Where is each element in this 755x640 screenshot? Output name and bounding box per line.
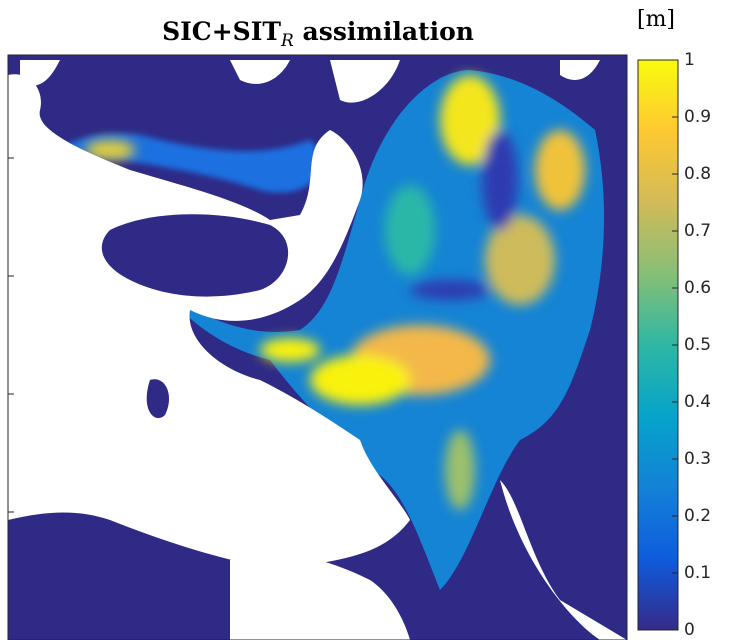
- colorbar-tick-label: 0.6: [684, 278, 711, 298]
- axis-ticks: [8, 157, 14, 513]
- colorbar-tick-label: 0.5: [684, 335, 711, 355]
- title-rest: assimilation: [303, 17, 474, 46]
- title-subscript: R: [280, 31, 294, 51]
- colorbar-tick-label: 1: [684, 50, 695, 70]
- colorbar-tick-label: 0.9: [684, 107, 711, 127]
- colorbar-tick-label: 0.1: [684, 563, 711, 583]
- chart-title: SIC+SITR assimilation: [162, 17, 474, 51]
- land: [8, 74, 410, 571]
- colorbar-tick-label: 0.8: [684, 164, 711, 184]
- colorbar: [637, 59, 679, 631]
- colorbar-tick-label: 0.7: [684, 221, 711, 241]
- land-water: [146, 379, 170, 419]
- title-main: SIC+SIT: [162, 17, 281, 46]
- plot-frame: [7, 54, 628, 640]
- colorbar-tick-label: 0.3: [684, 449, 711, 469]
- title-rest: [294, 17, 303, 46]
- colorbar-tick-label: 0.4: [684, 392, 711, 412]
- colorbar-label: [m]: [637, 7, 675, 32]
- land: [230, 480, 627, 640]
- colorbar-tick-label: 0.2: [684, 506, 711, 526]
- colorbar-tick-label: 0: [684, 620, 695, 640]
- map-field: [8, 55, 627, 640]
- land-water: [101, 214, 289, 297]
